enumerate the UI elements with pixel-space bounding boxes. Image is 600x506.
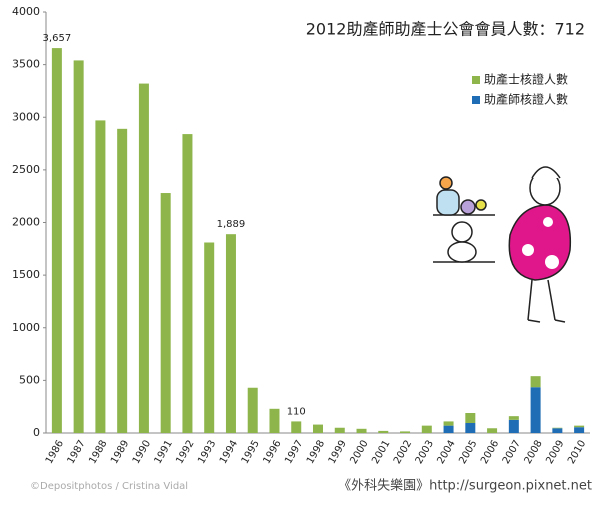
bar: [334, 427, 345, 433]
bar: [487, 428, 498, 433]
bar: [574, 425, 585, 428]
legend-label: 助產師核證人數: [484, 92, 568, 107]
bar: [51, 48, 62, 434]
bar: [530, 376, 541, 388]
bar: [574, 427, 585, 433]
data-label: 110: [287, 406, 306, 417]
y-tick-label: 1500: [12, 268, 40, 281]
bar: [269, 408, 280, 433]
bar: [117, 128, 128, 433]
chart-title: 2012助產師助產士公會會員人數：712: [306, 20, 585, 39]
bar: [465, 423, 476, 433]
illustration: [433, 166, 572, 323]
bar: [138, 83, 149, 433]
legend-label: 助產士核證人數: [484, 72, 568, 87]
bar: [443, 421, 454, 426]
legend-swatch: [472, 76, 480, 84]
bar: [421, 425, 432, 433]
bar: [204, 242, 215, 433]
bar: [400, 431, 411, 433]
y-tick-label: 4000: [12, 5, 40, 18]
bar: [465, 413, 476, 424]
y-tick-label: 3000: [12, 110, 40, 123]
bar: [182, 134, 193, 433]
data-label: 1,889: [217, 219, 246, 230]
bar: [508, 416, 519, 420]
bar: [552, 427, 563, 429]
bar: [160, 193, 171, 433]
bar: [530, 387, 541, 433]
y-tick-label: 0: [33, 426, 40, 439]
bar: [552, 428, 563, 433]
bar: [313, 424, 323, 433]
bar: [225, 234, 236, 433]
bar: [95, 120, 106, 433]
bar: [247, 387, 258, 433]
y-tick-label: 500: [19, 373, 40, 386]
bar: [508, 419, 519, 433]
data-label: 3,657: [43, 33, 72, 44]
y-tick-label: 3500: [12, 58, 40, 71]
bar: [443, 425, 454, 433]
bar: [291, 421, 302, 433]
legend-swatch: [472, 96, 480, 104]
credit: 《外科失樂園》http://surgeon.pixnet.net: [338, 478, 592, 494]
credit: ©Depositphotos / Cristina Vidal: [30, 481, 188, 492]
y-tick-label: 2500: [12, 163, 40, 176]
bar: [378, 430, 389, 433]
bar: [356, 428, 367, 433]
bar: [73, 60, 84, 433]
y-tick-label: 2000: [12, 216, 40, 229]
y-tick-label: 1000: [12, 321, 40, 334]
